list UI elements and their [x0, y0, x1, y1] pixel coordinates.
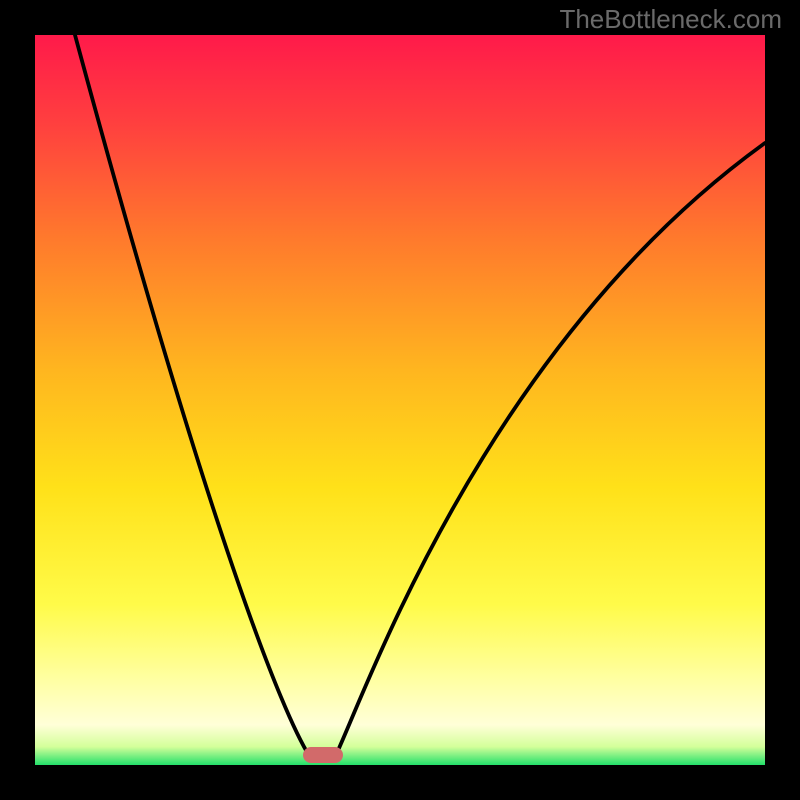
watermark-text: TheBottleneck.com — [559, 4, 782, 35]
optimal-point-marker — [303, 747, 343, 763]
chart-container: TheBottleneck.com — [0, 0, 800, 800]
plot-gradient-background — [35, 35, 765, 765]
